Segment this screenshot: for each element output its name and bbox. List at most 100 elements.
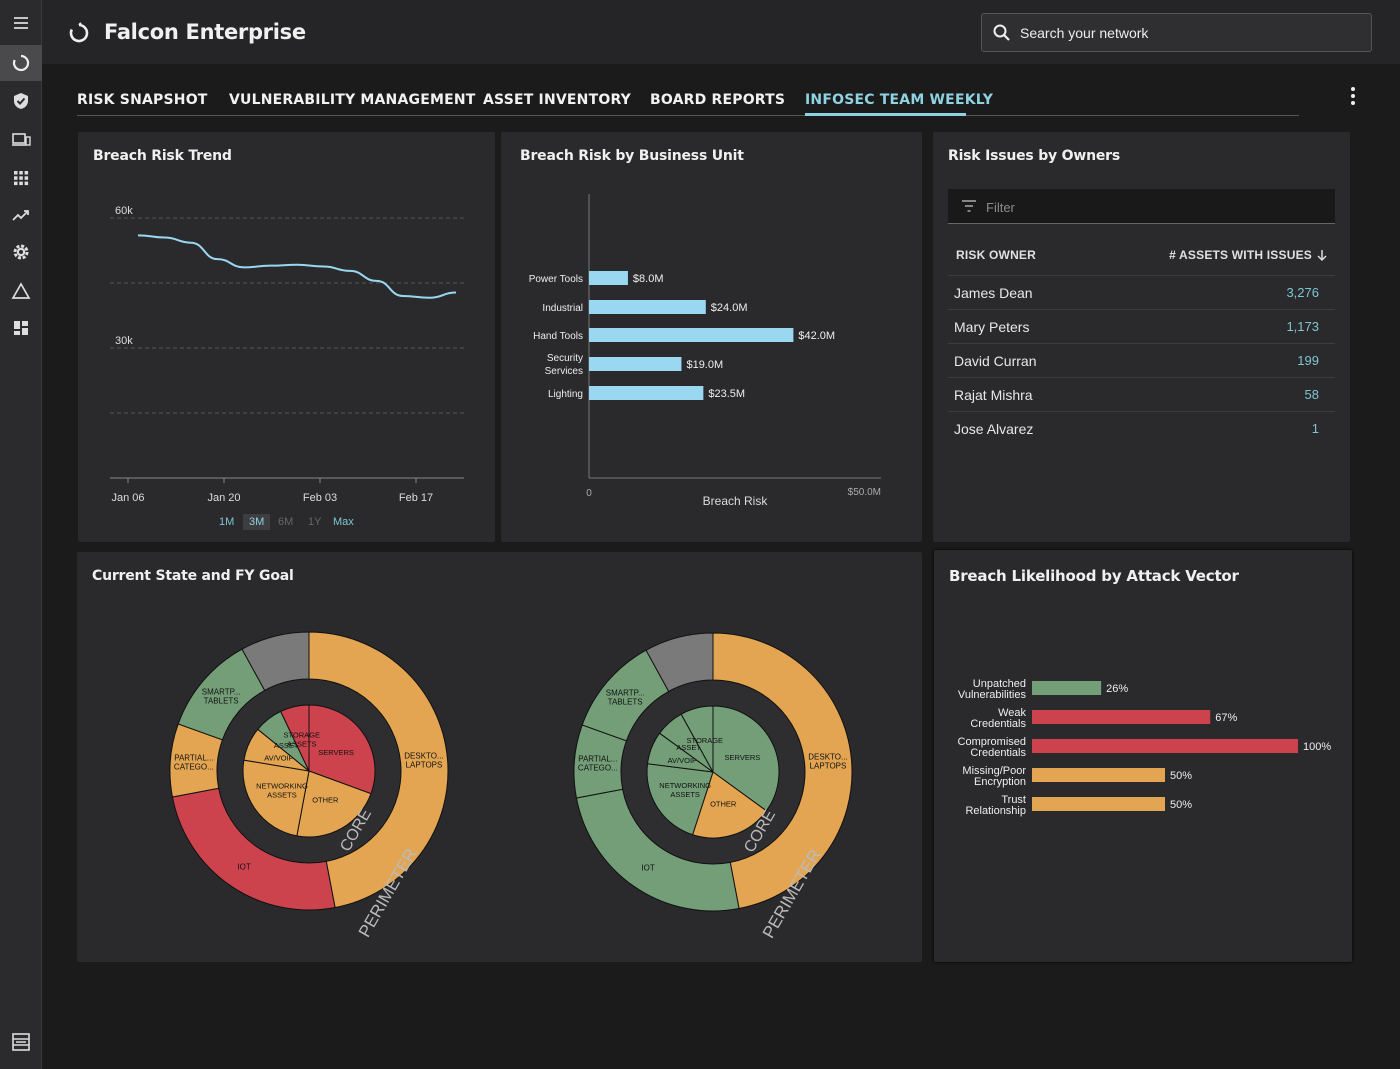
table-row[interactable]: David Curran 199 [948,343,1335,377]
range-1m[interactable]: 1M [219,516,235,528]
segment-label: IOT [641,864,654,873]
segment-label: SERVERS [318,748,354,757]
menu-icon[interactable] [0,5,42,41]
bar-value-label: 50% [1170,770,1192,782]
bar-value-label: $42.0M [798,330,835,342]
business-unit-chart: 0 $50.0M Breach Risk $8.0M Power Tools $24… [529,194,881,508]
category-label: Services [545,366,583,377]
owner-name: James Dean [954,285,1033,301]
segment-label: NETWORKING ASSETS [659,781,711,799]
category-label: Encryption [974,776,1026,788]
bar[interactable] [589,357,682,371]
tab-risk-snapshot[interactable]: RISK SNAPSHOT [77,92,208,108]
table-row[interactable]: James Dean 3,276 [948,275,1335,309]
card-title: Breach Risk Trend [93,148,232,164]
search-input[interactable] [1020,22,1360,44]
table-row[interactable]: Rajat Mishra 58 [948,377,1335,411]
core-segment[interactable] [308,704,376,795]
owner-name: David Curran [954,353,1037,369]
perimeter-segment[interactable] [712,632,853,910]
gear-icon[interactable] [0,234,42,270]
y-tick-label: 60k [115,205,133,217]
category-label: Trust [1001,794,1026,806]
warning-triangle-icon[interactable] [0,273,42,309]
search-box[interactable] [981,13,1372,52]
bar[interactable] [589,386,704,400]
category-label: Hand Tools [533,331,583,342]
tab-board-reports[interactable]: BOARD REPORTS [650,92,786,108]
category-label: Lighting [548,389,583,400]
core-segment[interactable] [680,705,714,773]
core-segment[interactable] [712,705,780,812]
owner-name: Mary Peters [954,319,1030,335]
bar[interactable] [1032,710,1211,724]
range-3m[interactable]: 3M [243,514,271,530]
filter-box[interactable] [948,189,1335,224]
core-segment[interactable] [280,704,310,772]
segment-label: SERVERS [725,753,761,762]
bar-value-label: $24.0M [711,302,748,314]
perimeter-segment[interactable] [241,631,310,692]
dashboard-icon[interactable] [0,310,42,346]
x-tick-label: $50.0M [848,487,881,498]
bar[interactable] [1032,739,1298,753]
more-options-icon[interactable] [1346,86,1360,106]
segment-label: STORAGE [687,736,724,745]
table-row[interactable]: Jose Alvarez 1 [948,411,1335,445]
current-state-fy-goal-card: Current State and FY Goal DESKTO... LAPTO… [77,552,922,962]
category-label: Vulnerabilities [958,689,1027,701]
bar[interactable] [1032,797,1165,811]
layout-toggle-icon[interactable] [0,1024,42,1060]
perimeter-segment[interactable] [308,631,449,909]
table-row[interactable]: Mary Peters 1,173 [948,309,1335,343]
bar[interactable] [1032,681,1102,695]
category-label: Relationship [965,805,1026,817]
sort-descending-icon[interactable] [1316,249,1328,262]
series-line [137,234,457,299]
bar[interactable] [589,328,794,342]
falcon-logo-icon[interactable] [0,45,42,81]
bar[interactable] [589,300,706,314]
category-label: Industrial [542,303,583,314]
column-header-assets-with-issues[interactable]: # ASSETS WITH ISSUES [1169,248,1312,262]
card-title: Breach Risk by Business Unit [520,148,744,164]
perimeter-segment[interactable] [645,632,714,693]
range-6m[interactable]: 6M [278,516,294,528]
range-max[interactable]: Max [333,516,354,528]
segment-label: DESKTO... LAPTOPS [808,753,847,771]
devices-icon[interactable] [0,122,42,158]
card-title: Risk Issues by Owners [948,148,1120,164]
x-tick-label: Feb 03 [303,492,337,504]
segment-label: ASSETS [274,741,304,750]
tab-vulnerability-management[interactable]: VULNERABILITY MANAGEMENT [229,92,476,108]
breach-risk-by-business-unit-card: Breach Risk by Business Unit 0 $50.0M Br… [501,132,922,542]
bar-value-label: 26% [1106,683,1128,695]
y-tick-label: 30k [115,335,133,347]
filter-input[interactable] [986,198,1316,216]
breach-risk-trend-card: Breach Risk Trend 60k 30k Jan 06 Jan 20 Fe… [78,132,495,542]
column-header-risk-owner[interactable]: RISK OWNER [956,248,1036,262]
trending-icon[interactable] [0,197,42,233]
core-segment[interactable] [296,770,372,838]
attack-vector-chart: 26%UnpatchedVulnerabilities67%WeakCreden… [958,678,1332,817]
tab-infosec-team-weekly[interactable]: INFOSEC TEAM WEEKLY [805,92,994,108]
bar-value-label: 67% [1215,712,1237,724]
bar[interactable] [589,271,628,285]
owner-name: Rajat Mishra [954,387,1033,403]
segment-label: PARTIAL... CATEGO... [174,753,214,771]
falcon-logo [69,22,89,43]
bar[interactable] [1032,768,1165,782]
attack-vector-card: Breach Likelihood by Attack Vector 26% Un… [934,550,1352,962]
shield-check-icon[interactable] [0,83,42,119]
apps-grid-icon[interactable] [0,160,42,196]
range-1y[interactable]: 1Y [308,516,322,528]
bar-value-label: $23.5M [708,388,745,400]
core-segment[interactable] [242,759,310,837]
core-segment[interactable] [691,771,768,839]
segment-label: SMARTP... TABLETS [202,687,241,705]
category-label: Missing/Poor [962,765,1026,777]
core-segment[interactable] [646,763,714,836]
bar-value-label: 50% [1170,799,1192,811]
segment-label: AV/VOIP [264,753,293,762]
tab-asset-inventory[interactable]: ASSET INVENTORY [483,92,632,108]
